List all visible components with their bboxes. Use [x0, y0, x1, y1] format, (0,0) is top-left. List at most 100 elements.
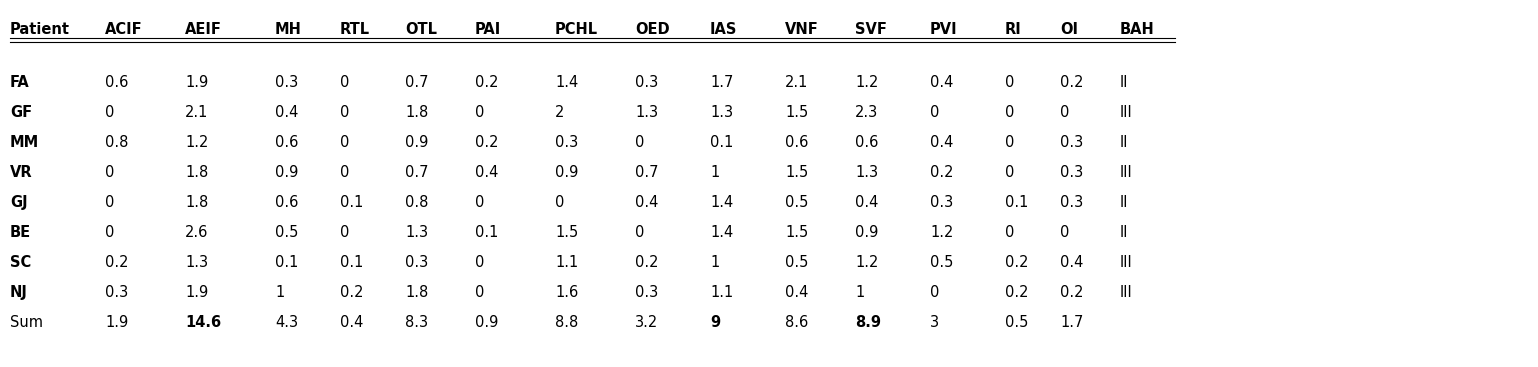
- Text: OED: OED: [635, 22, 669, 37]
- Text: FA: FA: [11, 75, 29, 90]
- Text: 2.6: 2.6: [185, 225, 208, 240]
- Text: VR: VR: [11, 165, 32, 180]
- Text: 0: 0: [1060, 225, 1069, 240]
- Text: 1.4: 1.4: [555, 75, 578, 90]
- Text: 0.4: 0.4: [1060, 255, 1083, 270]
- Text: 0.6: 0.6: [105, 75, 128, 90]
- Text: 0.5: 0.5: [275, 225, 298, 240]
- Text: 0: 0: [105, 225, 114, 240]
- Text: 0.8: 0.8: [105, 135, 128, 150]
- Text: 0.1: 0.1: [340, 255, 363, 270]
- Text: 0.2: 0.2: [1004, 285, 1029, 300]
- Text: 0.2: 0.2: [475, 135, 498, 150]
- Text: 8.6: 8.6: [784, 315, 809, 330]
- Text: III: III: [1120, 255, 1134, 270]
- Text: 1.9: 1.9: [105, 315, 128, 330]
- Text: 1.4: 1.4: [711, 225, 734, 240]
- Text: 0.2: 0.2: [635, 255, 658, 270]
- Text: 0.6: 0.6: [784, 135, 809, 150]
- Text: 0.4: 0.4: [275, 105, 298, 120]
- Text: 1.8: 1.8: [404, 285, 428, 300]
- Text: 0: 0: [105, 165, 114, 180]
- Text: 0.3: 0.3: [635, 75, 658, 90]
- Text: 1.7: 1.7: [1060, 315, 1083, 330]
- Text: 1.8: 1.8: [404, 105, 428, 120]
- Text: 0: 0: [340, 165, 349, 180]
- Text: 1.3: 1.3: [404, 225, 428, 240]
- Text: 0: 0: [1004, 105, 1015, 120]
- Text: 0.3: 0.3: [555, 135, 578, 150]
- Text: 0.8: 0.8: [404, 195, 429, 210]
- Text: 14.6: 14.6: [185, 315, 221, 330]
- Text: 0.5: 0.5: [784, 255, 809, 270]
- Text: 0.4: 0.4: [930, 135, 954, 150]
- Text: MH: MH: [275, 22, 301, 37]
- Text: 2.3: 2.3: [855, 105, 878, 120]
- Text: 2.1: 2.1: [784, 75, 809, 90]
- Text: MM: MM: [11, 135, 40, 150]
- Text: 0.1: 0.1: [1004, 195, 1029, 210]
- Text: RTL: RTL: [340, 22, 371, 37]
- Text: 0.1: 0.1: [711, 135, 734, 150]
- Text: PVI: PVI: [930, 22, 958, 37]
- Text: 0: 0: [340, 225, 349, 240]
- Text: 1.5: 1.5: [784, 105, 809, 120]
- Text: 0: 0: [1004, 75, 1015, 90]
- Text: PCHL: PCHL: [555, 22, 598, 37]
- Text: 1.2: 1.2: [930, 225, 954, 240]
- Text: 1.2: 1.2: [855, 255, 878, 270]
- Text: 0.4: 0.4: [340, 315, 363, 330]
- Text: OTL: OTL: [404, 22, 437, 37]
- Text: 0.2: 0.2: [930, 165, 954, 180]
- Text: 9: 9: [711, 315, 720, 330]
- Text: III: III: [1120, 105, 1134, 120]
- Text: 0.9: 0.9: [404, 135, 429, 150]
- Text: SC: SC: [11, 255, 31, 270]
- Text: 8.3: 8.3: [404, 315, 428, 330]
- Text: 1.3: 1.3: [711, 105, 734, 120]
- Text: 0.4: 0.4: [930, 75, 954, 90]
- Text: 0.2: 0.2: [340, 285, 363, 300]
- Text: 0: 0: [1060, 105, 1069, 120]
- Text: 0: 0: [475, 255, 484, 270]
- Text: 0: 0: [340, 75, 349, 90]
- Text: 0.3: 0.3: [930, 195, 954, 210]
- Text: 0: 0: [340, 105, 349, 120]
- Text: 1.4: 1.4: [711, 195, 734, 210]
- Text: BE: BE: [11, 225, 31, 240]
- Text: 0.5: 0.5: [784, 195, 809, 210]
- Text: 8.8: 8.8: [555, 315, 578, 330]
- Text: 0: 0: [105, 105, 114, 120]
- Text: 0: 0: [475, 105, 484, 120]
- Text: 1.3: 1.3: [635, 105, 658, 120]
- Text: 0: 0: [1004, 135, 1015, 150]
- Text: 0: 0: [475, 195, 484, 210]
- Text: 0.7: 0.7: [404, 165, 429, 180]
- Text: 1.8: 1.8: [185, 165, 208, 180]
- Text: 0.2: 0.2: [1060, 285, 1083, 300]
- Text: 0.4: 0.4: [784, 285, 809, 300]
- Text: 1: 1: [855, 285, 864, 300]
- Text: 1.5: 1.5: [555, 225, 578, 240]
- Text: 1.9: 1.9: [185, 75, 208, 90]
- Text: SVF: SVF: [855, 22, 887, 37]
- Text: 0.7: 0.7: [404, 75, 429, 90]
- Text: 0.3: 0.3: [404, 255, 428, 270]
- Text: 0.5: 0.5: [1004, 315, 1029, 330]
- Text: Patient: Patient: [11, 22, 71, 37]
- Text: III: III: [1120, 285, 1134, 300]
- Text: 3.2: 3.2: [635, 315, 658, 330]
- Text: II: II: [1120, 75, 1129, 90]
- Text: 1.7: 1.7: [711, 75, 734, 90]
- Text: ACIF: ACIF: [105, 22, 143, 37]
- Text: 3: 3: [930, 315, 940, 330]
- Text: 0: 0: [475, 285, 484, 300]
- Text: NJ: NJ: [11, 285, 28, 300]
- Text: 0.3: 0.3: [635, 285, 658, 300]
- Text: GF: GF: [11, 105, 32, 120]
- Text: AEIF: AEIF: [185, 22, 221, 37]
- Text: 1: 1: [711, 165, 720, 180]
- Text: 0.6: 0.6: [855, 135, 878, 150]
- Text: 1.5: 1.5: [784, 165, 809, 180]
- Text: II: II: [1120, 225, 1129, 240]
